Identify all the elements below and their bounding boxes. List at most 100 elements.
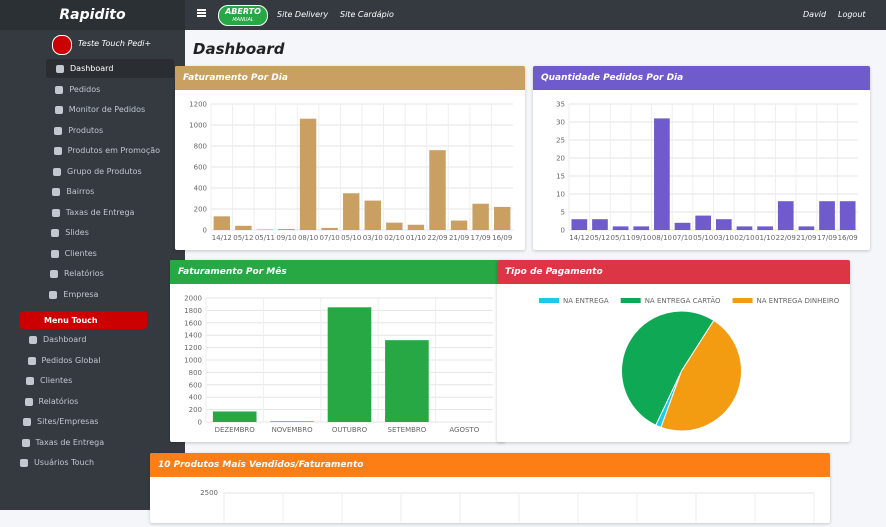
bar <box>321 227 338 230</box>
brand[interactable]: Rapidito <box>0 0 185 30</box>
bar <box>256 229 274 230</box>
menu-item[interactable]: Pedidos Global <box>27 356 100 365</box>
menu-item[interactable]: Sites/Empresas <box>23 417 98 426</box>
active-bg <box>46 59 174 78</box>
x-tick-label: 17/09 <box>471 234 491 242</box>
menu-item[interactable]: Dashboard <box>56 64 113 73</box>
bar <box>839 201 856 230</box>
bar <box>213 216 230 230</box>
legend-swatch <box>732 298 753 303</box>
x-tick-label: 21/09 <box>449 234 469 242</box>
x-tick-label: 22/09 <box>427 234 447 242</box>
sidebar: Teste Touch Pedi+ Dashboard Pedidos Monitor… <box>0 0 185 510</box>
y-tick-label: 5 <box>561 209 565 217</box>
x-tick-label: 03/10 <box>714 234 734 242</box>
menu-item[interactable]: Slides <box>51 228 89 237</box>
menu-item[interactable]: Bairros <box>52 187 94 196</box>
bar <box>798 226 815 230</box>
x-tick-label: 14/12 <box>569 234 589 242</box>
x-tick-label: 03/10 <box>363 234 383 242</box>
menu-item[interactable]: Taxas de Entrega <box>51 208 134 217</box>
y-tick-label: 1200 <box>184 344 202 352</box>
menu-item[interactable]: Taxas de Entrega <box>21 438 104 447</box>
chart-panel: Quantidade Pedidos Por Dia 0 5 10 15 20 25 30 35… <box>533 66 870 250</box>
menu-item[interactable]: Clientes <box>26 376 72 385</box>
bar <box>429 150 446 230</box>
menu-item[interactable]: Dashboard <box>29 335 86 344</box>
chart: NA ENTREGA NA ENTREGA CARTÃO NA ENTREGA DI… <box>539 296 840 432</box>
nav-link[interactable]: Site Delivery <box>277 10 329 19</box>
bar <box>757 226 773 230</box>
x-tick-label: 14/12 <box>212 234 232 242</box>
y-tick-label: 10 <box>556 191 565 199</box>
y-tick-label: 0 <box>561 227 565 235</box>
y-tick-label: 2500 <box>200 489 218 497</box>
chart: 2500 <box>200 489 815 523</box>
status-mode: MANUAL <box>232 17 254 23</box>
menu-item[interactable]: Grupo de Produtos <box>53 167 142 176</box>
bar <box>715 219 732 230</box>
logout[interactable]: Logout <box>838 10 866 19</box>
y-tick-label: 200 <box>194 206 207 214</box>
x-tick-label: 22/09 <box>776 234 796 242</box>
menu-item[interactable]: Empresa <box>49 290 98 299</box>
store-logo <box>52 35 72 55</box>
x-tick-label: 21/09 <box>796 234 816 242</box>
menu-item[interactable]: Pedidos <box>55 85 100 94</box>
nav-link[interactable]: Site Cardápio <box>340 10 394 19</box>
icon <box>54 106 63 114</box>
x-tick-label: NOVEMBRO <box>272 426 314 434</box>
panel-title: Faturamento Por Dia <box>175 66 525 90</box>
icon <box>26 377 34 385</box>
icon <box>29 336 37 344</box>
icon <box>51 208 60 217</box>
y-tick-label: 0 <box>203 227 207 235</box>
bar <box>494 206 511 230</box>
x-tick-label: 17/09 <box>817 234 837 242</box>
status-badge[interactable]: ABERTO MANUAL <box>218 5 268 26</box>
menu-item[interactable]: Relatórios <box>24 397 78 406</box>
touch-title: Menu Touch <box>44 316 98 325</box>
y-tick-label: 400 <box>194 185 207 193</box>
icon <box>55 85 64 94</box>
bar <box>364 200 381 230</box>
menu-item[interactable]: Clientes <box>50 249 97 258</box>
bar <box>212 411 257 422</box>
legend-label: NA ENTREGA DINHEIRO <box>757 297 840 305</box>
y-tick-label: 0 <box>198 419 202 427</box>
y-tick-label: 1600 <box>184 319 202 327</box>
x-tick-label: 07/10 <box>320 234 340 242</box>
x-tick-label: 05/10 <box>341 234 361 242</box>
icon <box>24 397 33 406</box>
y-tick-label: 1000 <box>184 357 202 365</box>
chart: 0 200 400 600 800 1000 1200 14/12 05/12 05/11 09/1… <box>189 101 513 242</box>
panel-title: Faturamento Por Mês <box>170 260 505 284</box>
x-tick-label: OUTUBRO <box>332 426 368 434</box>
icon <box>53 147 62 155</box>
x-tick-label: 08/10 <box>298 234 318 242</box>
icon <box>53 167 61 176</box>
bar <box>327 307 372 422</box>
bar <box>612 226 629 230</box>
x-tick-label: 07/10 <box>672 234 692 242</box>
legend-label: NA ENTREGA CARTÃO <box>645 296 721 305</box>
menu-toggle[interactable] <box>197 9 206 11</box>
panel-title: Quantidade Pedidos Por Dia <box>533 66 870 90</box>
legend-swatch <box>620 298 641 303</box>
menu-item[interactable]: Monitor de Pedidos <box>54 105 145 114</box>
y-tick-label: 1800 <box>184 307 202 315</box>
menu-item[interactable]: Relatórios <box>50 269 104 278</box>
bar <box>736 226 753 230</box>
bar <box>472 203 489 230</box>
y-tick-label: 800 <box>189 369 202 377</box>
y-tick-label: 1400 <box>184 332 202 340</box>
menu-item[interactable]: Usuários Touch <box>20 458 94 467</box>
bar <box>592 219 608 230</box>
menu-item[interactable]: Produtos <box>54 126 103 135</box>
bar <box>385 340 429 422</box>
panel-title: 10 Produtos Mais Vendidos/Faturamento <box>150 453 830 477</box>
y-tick-label: 15 <box>556 173 565 181</box>
menu-item[interactable]: Produtos em Promoção <box>53 146 160 155</box>
bar <box>674 222 691 230</box>
